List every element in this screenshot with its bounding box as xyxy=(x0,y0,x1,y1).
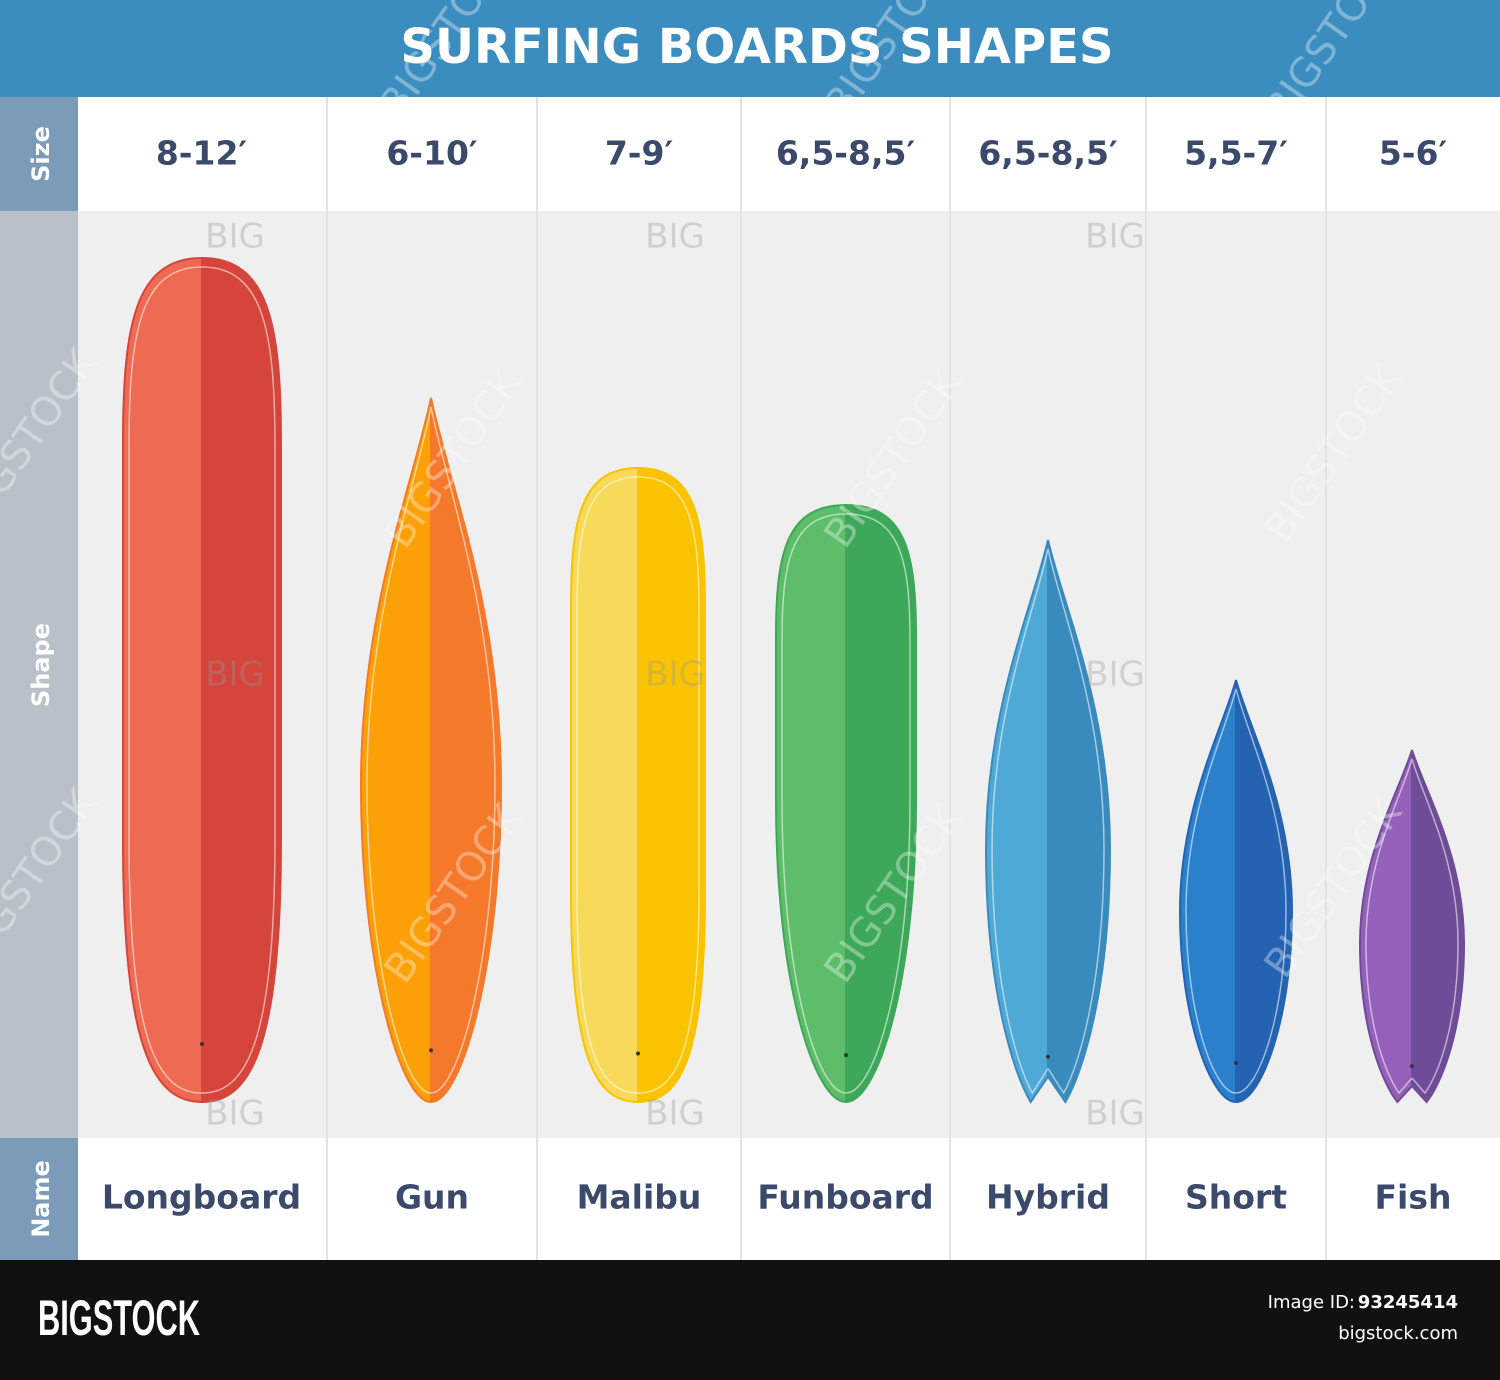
board-right-half xyxy=(1411,749,1466,1104)
board-size: 7-9′ xyxy=(605,134,673,173)
board-left-half xyxy=(984,539,1049,1104)
footer-brand: BIGSTOCK xyxy=(38,1290,200,1346)
board-left-half xyxy=(1178,679,1237,1104)
board-size: 8-12′ xyxy=(156,134,247,173)
board-name: Gun xyxy=(395,1178,469,1217)
board-right-half xyxy=(845,503,917,1104)
footer-id: 93245414 xyxy=(1358,1292,1458,1313)
board-name: Funboard xyxy=(757,1178,933,1217)
board-right-half xyxy=(1047,539,1112,1104)
board-fin-dot xyxy=(1410,1064,1414,1069)
name-row xyxy=(0,1138,1500,1260)
surfboard xyxy=(775,503,917,1104)
surfboard xyxy=(359,397,503,1104)
watermark: BIG xyxy=(645,655,705,695)
watermark: BIG xyxy=(205,655,265,695)
board-fin-dot xyxy=(200,1042,204,1047)
surfboard xyxy=(1178,679,1294,1104)
watermark: BIG xyxy=(1085,655,1145,695)
name-label-cell xyxy=(0,1138,78,1260)
board-name: Short xyxy=(1185,1178,1287,1217)
board-stringer-line xyxy=(1185,688,1287,1094)
surfboard xyxy=(984,539,1112,1104)
watermark: BIG xyxy=(645,1094,705,1134)
board-name: Hybrid xyxy=(986,1178,1110,1217)
board-left-half xyxy=(570,466,639,1104)
surfboard xyxy=(570,466,706,1104)
board-fin-dot xyxy=(429,1048,433,1053)
watermark: BIG xyxy=(645,217,705,257)
board-fin-dot xyxy=(844,1053,848,1058)
board-fin-dot xyxy=(1046,1054,1050,1059)
watermark: BIG xyxy=(1085,217,1145,257)
board-name: Malibu xyxy=(577,1178,702,1217)
board-stringer-line xyxy=(366,406,496,1094)
board-right-half xyxy=(1235,679,1294,1104)
board-right-half xyxy=(430,397,503,1104)
board-size: 5,5-7′ xyxy=(1184,134,1288,173)
board-fin-dot xyxy=(1234,1061,1238,1066)
row-label: Shape xyxy=(27,623,55,707)
board-left-half xyxy=(122,256,203,1104)
watermark: BIG xyxy=(1085,1094,1145,1134)
title: SURFING BOARDS SHAPES xyxy=(400,19,1113,75)
surfboard xyxy=(122,256,282,1104)
board-name: Fish xyxy=(1375,1178,1452,1217)
board-left-half xyxy=(775,503,847,1104)
footer-site: bigstock.com xyxy=(1338,1323,1458,1344)
board-right-half xyxy=(637,466,706,1104)
board-size: 6,5-8,5′ xyxy=(978,134,1117,173)
surfboard xyxy=(1358,749,1466,1104)
board-stringer-line xyxy=(1365,758,1459,1095)
board-stringer-line xyxy=(991,548,1105,1095)
header-bar xyxy=(0,0,1500,97)
board-stringer-line xyxy=(128,266,276,1094)
board-name: Longboard xyxy=(102,1178,301,1217)
size-row xyxy=(0,97,1500,211)
board-size: 6-10′ xyxy=(386,134,477,173)
board-size: 5-6′ xyxy=(1379,134,1447,173)
watermark: BIG xyxy=(205,1094,265,1134)
board-size: 6,5-8,5′ xyxy=(776,134,915,173)
board-left-half xyxy=(359,397,432,1104)
board-left-half xyxy=(1358,749,1413,1104)
board-stringer-line xyxy=(576,476,700,1094)
footer-bar xyxy=(0,1260,1500,1380)
board-stringer-line xyxy=(781,513,911,1094)
shape-label-cell xyxy=(0,211,78,1138)
row-label: Size xyxy=(27,126,55,182)
size-label-cell xyxy=(0,97,78,211)
row-label: Name xyxy=(27,1160,55,1238)
board-right-half xyxy=(201,256,282,1104)
footer-id-label: Image ID: xyxy=(1268,1292,1355,1313)
watermark: BIG xyxy=(205,217,265,257)
board-fin-dot xyxy=(636,1051,640,1056)
